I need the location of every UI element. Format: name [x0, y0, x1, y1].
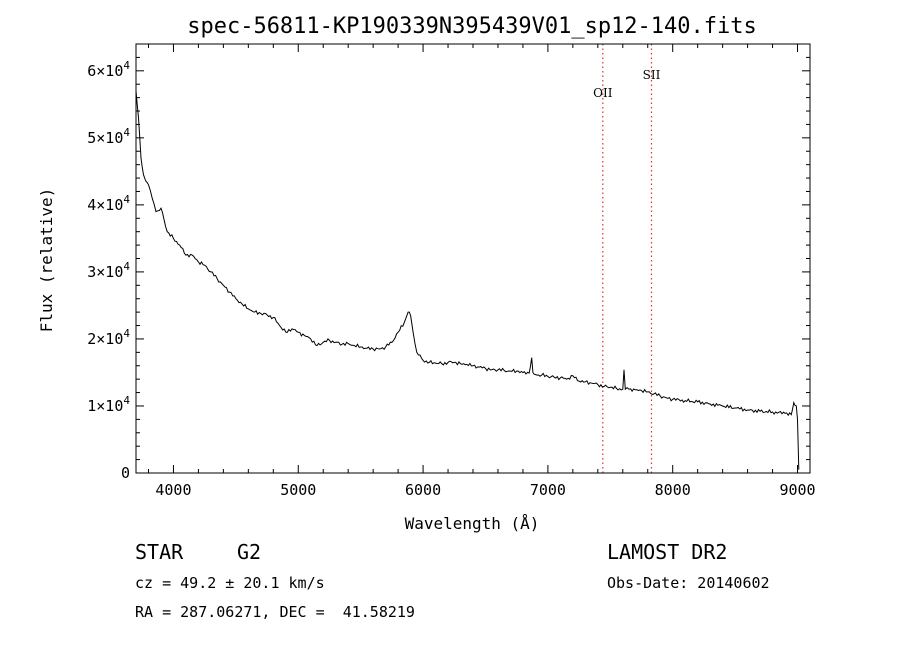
chart-title: spec-56811-KP190339N395439V01_sp12-140.f… [187, 14, 757, 39]
y-tick-label: 4×104 [87, 193, 130, 214]
y-axis: 0 1×104 2×104 3×104 4×104 5×104 6×104 [87, 56, 810, 482]
observation-date: Obs-Date: 20140602 [607, 574, 770, 592]
redshift-value: cz = 49.2 ± 20.1 km/s [135, 574, 325, 592]
x-tick-label: 9000 [779, 481, 815, 499]
y-tick-label: 2×104 [87, 327, 130, 348]
y-tick-label: 6×104 [87, 59, 130, 80]
coordinates: RA = 287.06271, DEC = 41.58219 [135, 603, 415, 621]
y-tick-label: 1×104 [87, 394, 130, 415]
y-axis-label: Flux (relative) [37, 188, 56, 333]
x-tick-label: 7000 [530, 481, 566, 499]
spectrum-line [135, 90, 800, 470]
x-tick-label: 8000 [655, 481, 691, 499]
x-tick-label: 6000 [405, 481, 441, 499]
survey-name: LAMOST DR2 [607, 540, 728, 564]
x-axis: 4000 5000 6000 7000 8000 9000 [147, 44, 816, 499]
x-tick-label: 5000 [280, 481, 316, 499]
emission-line-label: OII [593, 86, 613, 100]
emission-line-markers: OII SII [593, 44, 661, 473]
x-tick-label: 4000 [155, 481, 191, 499]
y-tick-label: 5×104 [87, 126, 130, 147]
spectral-subclass: G2 [237, 540, 262, 564]
emission-line-label: SII [643, 68, 661, 82]
plot-frame [135, 43, 811, 474]
y-tick-label: 0 [121, 464, 130, 482]
y-tick-label: 3×104 [87, 260, 130, 281]
x-axis-label: Wavelength (Å) [405, 514, 540, 533]
object-class: STAR [135, 540, 184, 564]
